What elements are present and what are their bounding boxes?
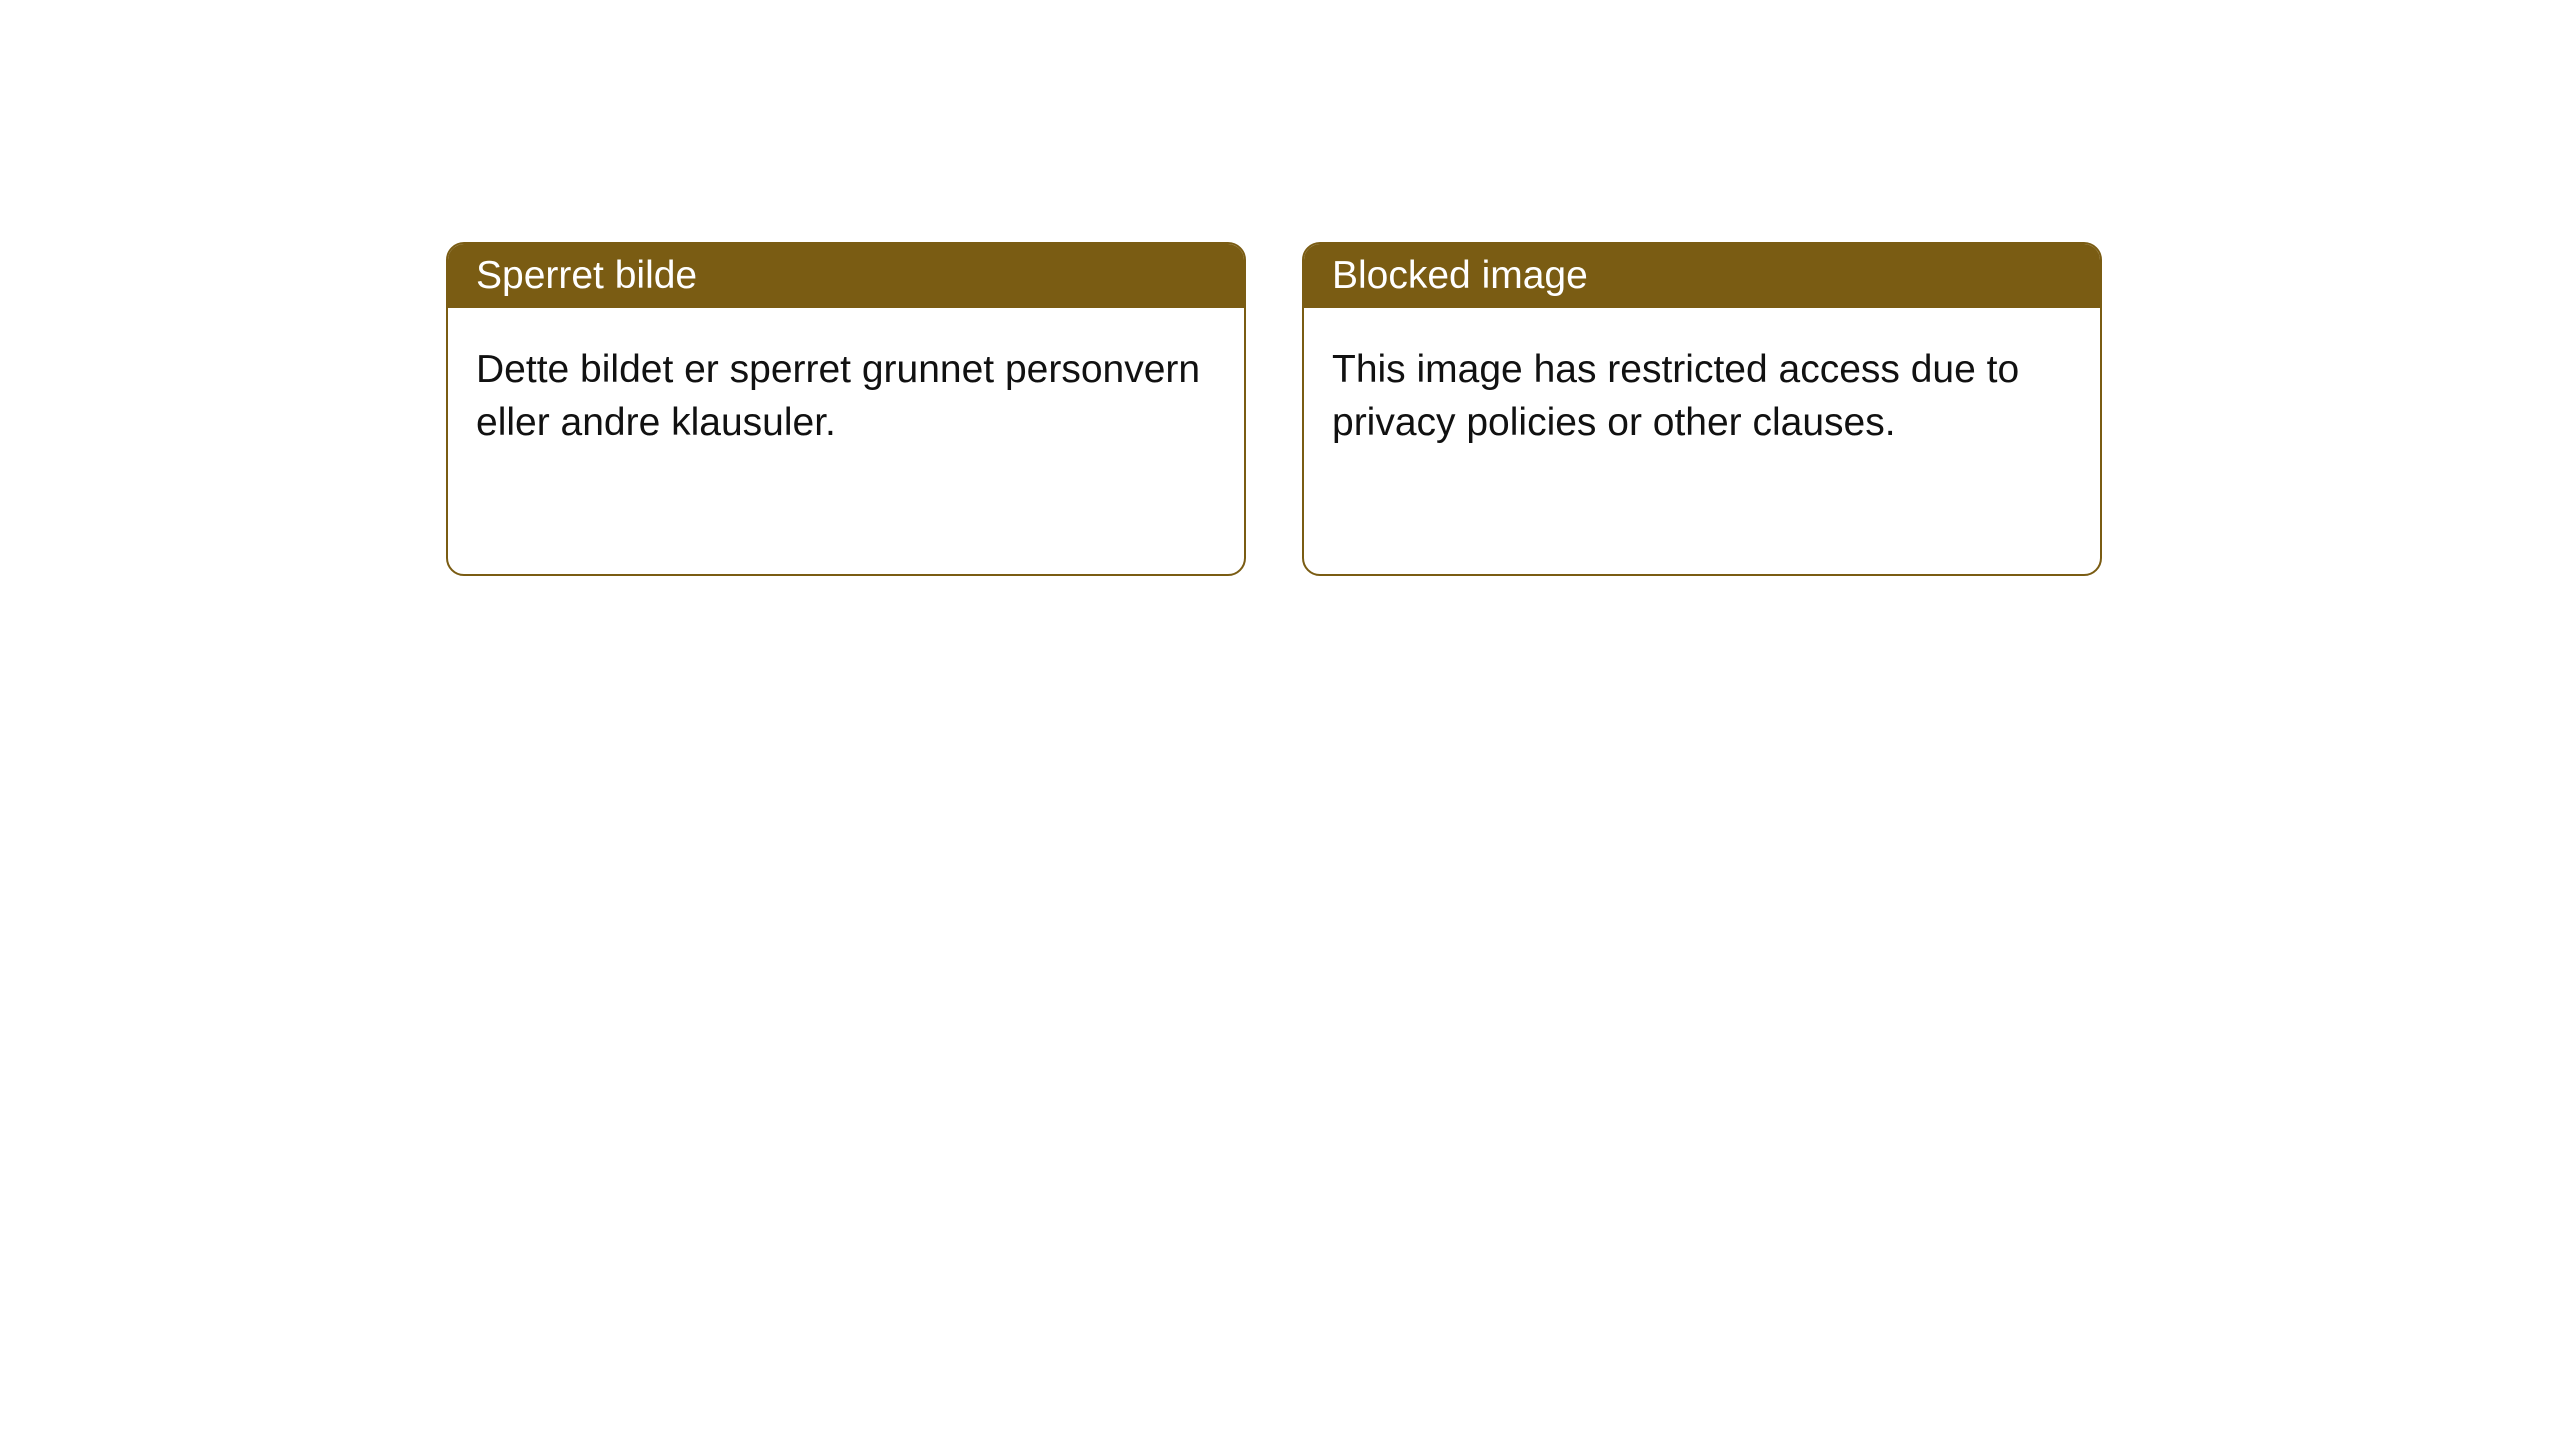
notice-title: Sperret bilde [476, 254, 697, 297]
notice-box-english: Blocked image This image has restricted … [1302, 242, 2102, 576]
notices-container: Sperret bilde Dette bildet er sperret gr… [446, 242, 2102, 576]
notice-body-text: Dette bildet er sperret grunnet personve… [476, 348, 1200, 444]
notice-body-text: This image has restricted access due to … [1332, 348, 2019, 444]
notice-title: Blocked image [1332, 254, 1588, 297]
notice-body: This image has restricted access due to … [1304, 308, 2100, 485]
notice-box-norwegian: Sperret bilde Dette bildet er sperret gr… [446, 242, 1246, 576]
notice-body: Dette bildet er sperret grunnet personve… [448, 308, 1244, 485]
notice-header: Sperret bilde [448, 244, 1244, 308]
notice-header: Blocked image [1304, 244, 2100, 308]
